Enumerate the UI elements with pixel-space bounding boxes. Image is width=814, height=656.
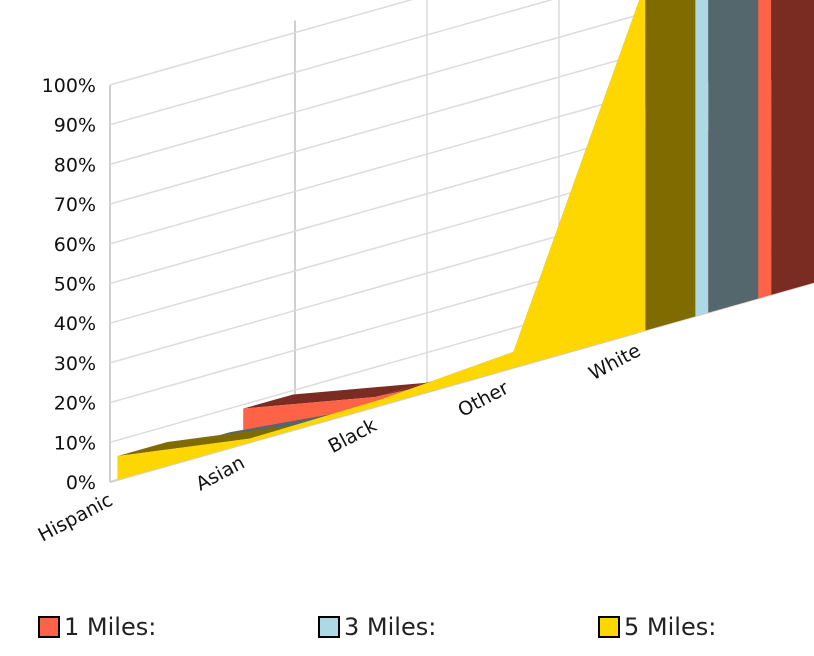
series-1-top-segment <box>243 382 426 409</box>
legend-swatch-series-2 <box>318 616 340 638</box>
y-tick-label: 10% <box>54 432 96 454</box>
y-tick-label: 100% <box>42 75 96 97</box>
y-tick-label: 30% <box>54 353 96 375</box>
x-axis-tick-labels: Hispanic Asian Black Other White <box>35 340 645 547</box>
legend-item-series-3: 5 Miles: <box>598 612 716 642</box>
series-3-front-face <box>117 0 646 480</box>
y-tick-label: 0% <box>66 472 96 494</box>
series-2-side-face <box>708 0 759 313</box>
y-axis-tick-labels: 0% 10% 20% 30% 40% 50% 60% 70% 80% 90% 100% <box>42 75 96 494</box>
y-tick-label: 80% <box>54 154 96 176</box>
series-3-top-segment <box>117 424 300 457</box>
legend-swatch-series-1 <box>38 616 60 638</box>
y-tick-label: 70% <box>54 194 96 216</box>
y-tick-label: 60% <box>54 234 96 256</box>
gridline-horizontal <box>109 0 554 126</box>
legend-swatch-series-3 <box>598 616 620 638</box>
y-tick-label: 50% <box>54 274 96 296</box>
x-tick-label: White <box>585 340 644 385</box>
y-tick-label: 20% <box>54 393 96 415</box>
series-layer <box>117 0 814 480</box>
legend-label-series-3: 5 Miles: <box>624 613 717 641</box>
series-3-ribbon <box>117 0 696 480</box>
y-tick-label: 90% <box>54 115 96 137</box>
legend-item-series-2: 3 Miles: <box>318 612 436 642</box>
x-tick-label: Hispanic <box>35 489 117 546</box>
gridline-horizontal <box>109 0 414 86</box>
y-tick-label: 40% <box>54 313 96 335</box>
series-1-side-face <box>771 0 814 295</box>
legend-label-series-1: 1 Miles: <box>64 613 157 641</box>
x-tick-label: Other <box>454 377 512 422</box>
legend-label-series-2: 3 Miles: <box>344 613 437 641</box>
series-3-side-face <box>645 0 696 331</box>
x-tick-label: Asian <box>192 452 248 496</box>
x-tick-label: Black <box>325 414 381 458</box>
legend-item-series-1: 1 Miles: <box>38 612 156 642</box>
